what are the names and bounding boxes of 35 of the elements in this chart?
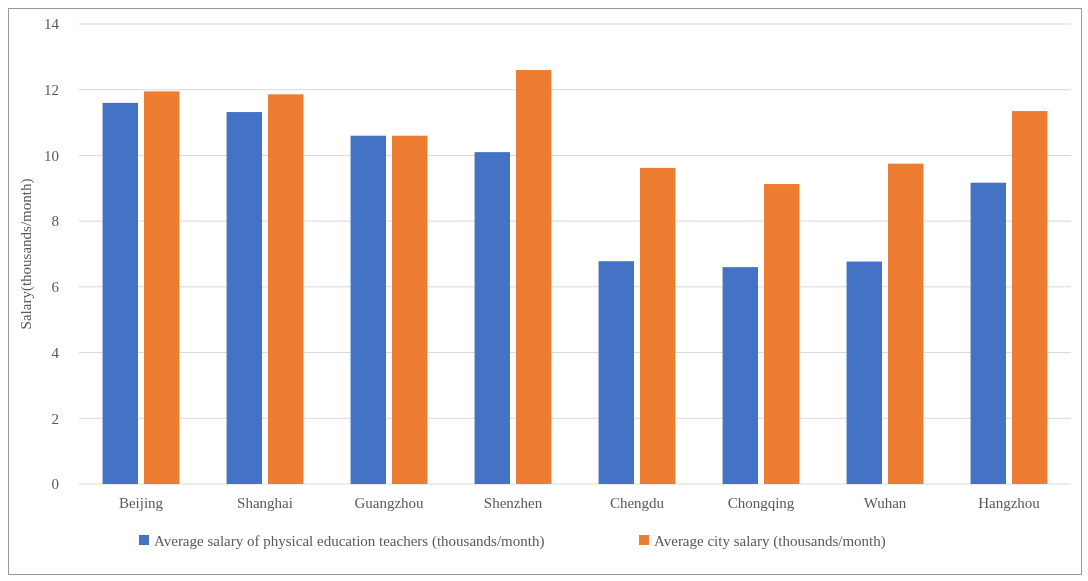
bar	[474, 152, 510, 484]
x-tick-label: Chongqing	[727, 495, 795, 511]
bar	[350, 135, 386, 484]
bar	[846, 261, 882, 484]
x-tick-label: Chengdu	[609, 495, 665, 511]
bar	[1012, 111, 1048, 484]
y-tick-label: 12	[44, 81, 59, 98]
bar	[640, 167, 676, 484]
y-tick-label: 0	[51, 476, 59, 493]
bar	[516, 70, 552, 484]
bar	[970, 182, 1006, 484]
y-axis-title: Salary(thousands/month)	[18, 178, 35, 330]
y-tick-label: 14	[44, 16, 60, 33]
x-tick-label: Beijing	[118, 495, 164, 511]
x-tick-label: Guangzhou	[354, 495, 425, 511]
bar	[888, 163, 924, 484]
y-tick-label: 8	[51, 213, 59, 230]
bar	[102, 102, 138, 484]
bar	[598, 261, 634, 484]
y-tick-label: 4	[51, 344, 60, 361]
bar	[226, 112, 262, 484]
y-tick-label: 6	[51, 279, 60, 296]
x-tick-label: Hangzhou	[978, 495, 1041, 511]
bar	[392, 135, 428, 484]
legend-label: Average salary of physical education teachers (thousands/month)	[154, 533, 545, 550]
x-tick-label: Shenzhen	[483, 495, 543, 511]
x-tick-label: Shanghai	[237, 495, 293, 511]
bar	[722, 267, 758, 484]
bar	[268, 94, 304, 484]
bar	[144, 91, 180, 484]
x-tick-label: Wuhan	[863, 495, 907, 511]
bar	[764, 184, 800, 484]
y-tick-label: 2	[51, 410, 59, 427]
legend-label: Average city salary (thousands/month)	[654, 533, 886, 550]
y-tick-label: 10	[44, 147, 59, 164]
